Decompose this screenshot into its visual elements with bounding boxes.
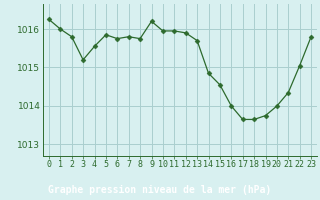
Text: Graphe pression niveau de la mer (hPa): Graphe pression niveau de la mer (hPa) [48, 185, 272, 195]
